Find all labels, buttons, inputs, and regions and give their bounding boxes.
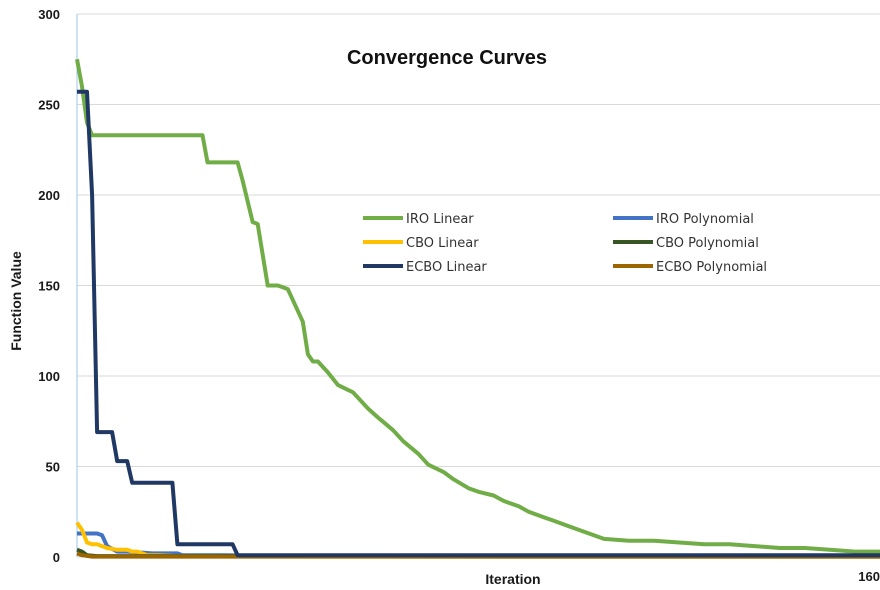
- series-line-iro-linear: [75, 58, 880, 554]
- y-tick-labels: 0 50 100 150 200 250 300: [38, 7, 60, 565]
- x-axis-label: Iteration: [485, 571, 540, 587]
- legend-label-cbo-linear: CBO Linear: [406, 236, 479, 251]
- legend-label-ecbo-polynomial: ECBO Polynomial: [656, 260, 767, 275]
- y-tick-label-200: 200: [38, 188, 60, 203]
- series-line-ecbo-linear: [77, 89, 880, 558]
- y-tick-label-150: 150: [38, 279, 60, 294]
- y-tick-label-0: 0: [53, 550, 60, 565]
- y-axis-label: Function Value: [8, 251, 24, 351]
- y-tick-label-100: 100: [38, 369, 60, 384]
- y-tick-label-300: 300: [38, 7, 60, 22]
- legend-label-ecbo-linear: ECBO Linear: [406, 260, 487, 275]
- legend-label-iro-polynomial: IRO Polynomial: [656, 212, 754, 227]
- series-lines: [75, 58, 880, 559]
- gridlines: [77, 13, 880, 558]
- legend-label-cbo-polynomial: CBO Polynomial: [656, 236, 759, 251]
- legend: IRO Linear IRO Polynomial CBO Linear CBO Po…: [363, 212, 767, 275]
- x-tick-label-160: 160: [858, 569, 880, 584]
- series-line-cbo-linear: [75, 521, 880, 559]
- legend-label-iro-linear: IRO Linear: [406, 212, 474, 227]
- y-tick-label-250: 250: [38, 98, 60, 113]
- chart-title: Convergence Curves: [347, 47, 547, 69]
- y-tick-label-50: 50: [46, 460, 60, 475]
